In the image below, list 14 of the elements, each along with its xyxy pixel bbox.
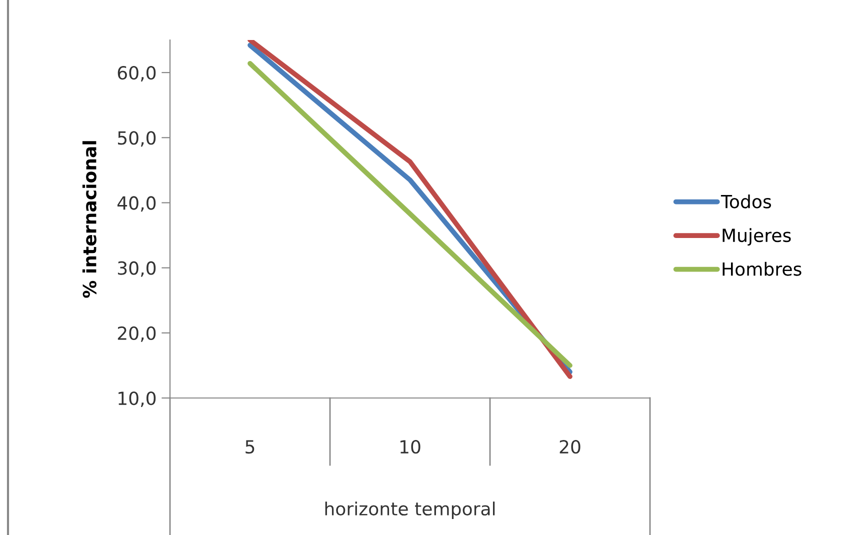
- legend-label: Hombres: [722, 262, 802, 276]
- y-tick-label: 10,0: [118, 391, 156, 407]
- x-tick-label: 10: [400, 440, 420, 454]
- legend-label: Mujeres: [722, 228, 791, 246]
- y-tick-label: 50,0: [118, 131, 156, 147]
- y-tick-label: 60,0: [118, 66, 156, 82]
- y-tick-label: 20,0: [118, 326, 156, 342]
- y-axis-title: % internacional: [82, 141, 96, 298]
- y-tick-label: 40,0: [117, 196, 156, 212]
- legend-label: Todos: [720, 194, 772, 208]
- x-tick-label: 20: [560, 440, 580, 454]
- x-axis-title: horizonte temporal: [325, 502, 495, 520]
- y-tick-label: 30,0: [118, 261, 156, 277]
- x-tick-label: 5: [246, 440, 254, 454]
